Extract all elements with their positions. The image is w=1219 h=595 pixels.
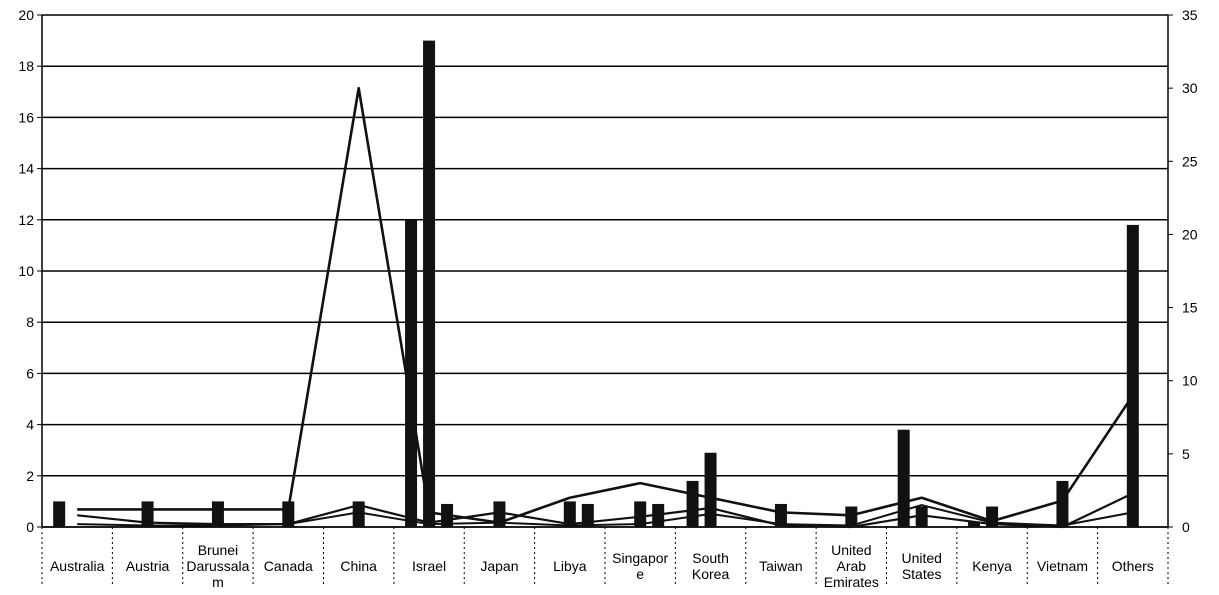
x-tick-label: United <box>901 550 941 566</box>
right-tick-label: 5 <box>1182 446 1190 462</box>
bar <box>845 506 858 527</box>
bar <box>1126 224 1139 528</box>
bar <box>774 503 787 527</box>
bar <box>563 501 576 527</box>
x-tick-label: Libya <box>553 558 587 574</box>
left-tick-label: 18 <box>18 58 34 74</box>
left-tick-label: 16 <box>18 109 34 125</box>
right-tick-label: 25 <box>1182 153 1198 169</box>
bar <box>634 501 647 527</box>
right-tick-label: 20 <box>1182 226 1198 242</box>
left-tick-label: 10 <box>18 263 34 279</box>
x-tick-label: Emirates <box>824 574 879 590</box>
bar <box>141 501 154 527</box>
x-tick-label: m <box>212 574 224 590</box>
bar <box>968 521 981 527</box>
bar <box>704 452 717 527</box>
right-tick-label: 35 <box>1182 7 1198 23</box>
left-tick-label: 2 <box>26 468 34 484</box>
x-tick-label: Austria <box>126 558 170 574</box>
right-tick-label: 0 <box>1182 519 1190 535</box>
x-tick-label: Arab <box>837 558 867 574</box>
bar <box>352 501 365 527</box>
left-tick-label: 8 <box>26 314 34 330</box>
x-tick-label: China <box>340 558 377 574</box>
bar <box>1056 480 1069 527</box>
series-line <box>77 504 1133 527</box>
left-tick-label: 14 <box>18 161 34 177</box>
x-tick-label: e <box>636 566 644 582</box>
series-line <box>77 86 1134 524</box>
bar-marks <box>53 40 1139 528</box>
left-y-axis: 0 2 4 6 8 10 12 14 16 18 20 <box>18 7 42 535</box>
x-tick-label: Darussala <box>186 558 249 574</box>
bar <box>211 501 224 527</box>
x-tick-label: Israel <box>412 558 446 574</box>
left-tick-label: 12 <box>18 212 34 228</box>
x-tick-label: Canada <box>264 558 313 574</box>
x-tick-label: Japan <box>480 558 518 574</box>
left-tick-label: 0 <box>26 519 34 535</box>
bar <box>915 506 928 527</box>
x-tick-label: States <box>902 566 942 582</box>
x-tick-label: Vietnam <box>1037 558 1088 574</box>
right-tick-label: 15 <box>1182 300 1198 316</box>
gridlines <box>41 14 1169 528</box>
bar <box>282 501 295 527</box>
bar <box>686 480 699 527</box>
x-tick-label: Kenya <box>972 558 1012 574</box>
x-tick-label: Korea <box>692 566 730 582</box>
left-tick-label: 4 <box>26 417 34 433</box>
x-tick-label: South <box>692 550 729 566</box>
x-tick-label: Australia <box>50 558 105 574</box>
bar <box>405 219 418 528</box>
left-tick-label: 6 <box>26 365 34 381</box>
x-tick-label: Others <box>1112 558 1154 574</box>
x-tick-label: Taiwan <box>759 558 803 574</box>
right-tick-label: 30 <box>1182 80 1198 96</box>
x-tick-label: United <box>831 542 871 558</box>
right-tick-label: 10 <box>1182 373 1198 389</box>
x-tick-label: Singapor <box>612 550 668 566</box>
bar <box>423 40 436 527</box>
left-tick-label: 20 <box>18 7 34 23</box>
x-tick-label: Brunei <box>198 542 238 558</box>
bar <box>53 501 66 527</box>
right-y-axis: 0 5 10 15 20 25 30 35 <box>1168 7 1198 535</box>
line-marks <box>77 86 1134 529</box>
